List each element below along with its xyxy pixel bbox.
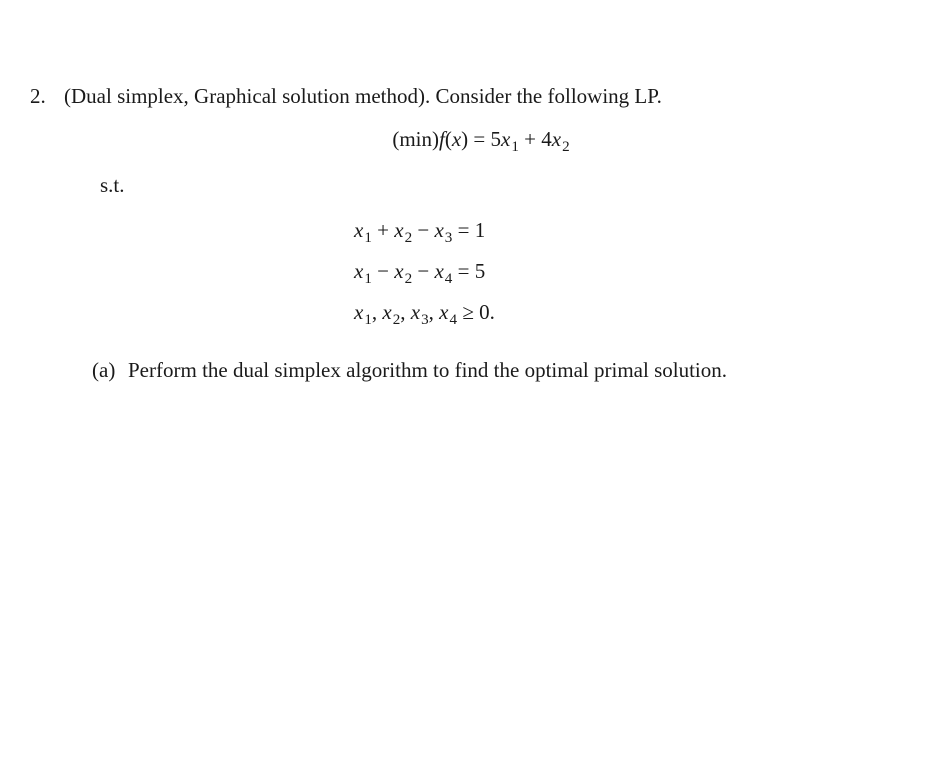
obj-s1: 1 <box>510 139 519 155</box>
part-a: (a) Perform the dual simplex algorithm t… <box>92 354 898 387</box>
problem-body: (Dual simplex, Graphical solution method… <box>64 80 898 387</box>
part-a-label: (a) <box>92 354 128 387</box>
c1-op1: + <box>372 218 394 242</box>
c1-x1: x <box>354 218 363 242</box>
c3-x2: x <box>382 300 391 324</box>
obj-plus: + 4 <box>519 127 552 151</box>
subject-to-label: s.t. <box>100 169 898 202</box>
c2-s1: 1 <box>363 271 372 287</box>
constraints-block: x1 + x2 − x3 = 1 x1 − x2 − x4 = 5 x1, x2… <box>354 210 898 333</box>
objective-line: (min)f(x) = 5x1 + 4x2 <box>64 123 898 156</box>
c2-op2: − <box>412 259 434 283</box>
c1-rhs: = 1 <box>452 218 485 242</box>
c2-x1: x <box>354 259 363 283</box>
obj-argvar: x <box>452 127 461 151</box>
constraint-1: x1 + x2 − x3 = 1 <box>354 210 898 251</box>
c2-x3: x <box>434 259 443 283</box>
c2-x2: x <box>394 259 403 283</box>
problem-number: 2. <box>30 80 64 387</box>
c1-x2: x <box>394 218 403 242</box>
obj-prefix: (min) <box>392 127 439 151</box>
part-a-text: Perform the dual simplex algorithm to fi… <box>128 354 768 387</box>
problem-intro: (Dual simplex, Graphical solution method… <box>64 84 662 108</box>
c2-op1: − <box>372 259 394 283</box>
obj-eq: = 5 <box>468 127 501 151</box>
c3-x4: x <box>439 300 448 324</box>
c1-s2: 2 <box>404 230 413 246</box>
c3-tail: ≥ 0. <box>457 300 495 324</box>
obj-x1: x <box>501 127 510 151</box>
c1-x3: x <box>434 218 443 242</box>
c1-op2: − <box>412 218 434 242</box>
problem-block: 2. (Dual simplex, Graphical solution met… <box>30 80 898 387</box>
obj-open: ( <box>445 127 452 151</box>
c3-s4: 4 <box>449 312 458 328</box>
c2-s2: 2 <box>404 271 413 287</box>
c3-x3: x <box>411 300 420 324</box>
obj-x2: x <box>552 127 561 151</box>
c3-s1: 1 <box>363 312 372 328</box>
obj-s2: 2 <box>561 139 570 155</box>
c3-c2: , <box>400 300 411 324</box>
c3-c1: , <box>372 300 383 324</box>
c3-s3: 3 <box>420 312 429 328</box>
c1-s1: 1 <box>363 230 372 246</box>
c3-s2: 2 <box>392 312 401 328</box>
constraint-3: x1, x2, x3, x4 ≥ 0. <box>354 292 898 333</box>
page: 2. (Dual simplex, Graphical solution met… <box>0 0 948 427</box>
constraint-2: x1 − x2 − x4 = 5 <box>354 251 898 292</box>
c3-c3: , <box>429 300 440 324</box>
c2-rhs: = 5 <box>452 259 485 283</box>
c3-x1: x <box>354 300 363 324</box>
